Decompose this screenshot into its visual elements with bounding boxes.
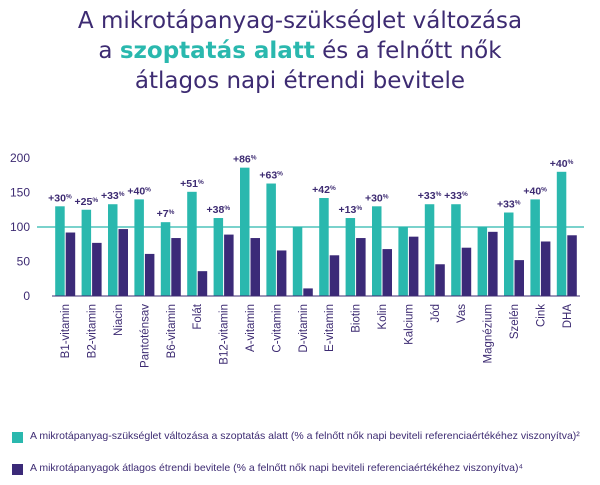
y-tick-label: 0 bbox=[23, 289, 30, 303]
category-label: DHA bbox=[562, 304, 574, 329]
bar-requirement bbox=[266, 183, 276, 296]
y-tick-label: 200 bbox=[10, 151, 30, 165]
increase-label: +25% bbox=[75, 196, 99, 208]
category-label: Magnézium bbox=[483, 304, 495, 363]
bar-requirement bbox=[504, 212, 514, 296]
bar-requirement bbox=[372, 206, 382, 296]
increase-label: +40% bbox=[127, 185, 151, 197]
bar-requirement bbox=[213, 218, 224, 296]
category-label: B6-vitamin bbox=[166, 304, 178, 358]
title-highlight: szoptatás alatt bbox=[119, 38, 315, 64]
bar-intake bbox=[356, 238, 366, 296]
legend-label-requirement: A mikrotápanyag-szükséglet változása a s… bbox=[30, 430, 580, 442]
bar-requirement bbox=[187, 191, 197, 296]
bar-intake bbox=[329, 255, 340, 296]
bar-intake bbox=[250, 238, 260, 296]
category-label: C-vitamin bbox=[271, 304, 283, 353]
title-line-2-pre: a bbox=[98, 38, 120, 64]
legend-swatch-teal bbox=[12, 432, 23, 443]
category-label: Szelén bbox=[509, 304, 521, 339]
increase-label: +7% bbox=[157, 208, 175, 220]
increase-label: +13% bbox=[339, 204, 363, 216]
bar-intake bbox=[65, 232, 76, 296]
increase-label: +30% bbox=[48, 192, 72, 204]
bar-requirement bbox=[345, 218, 356, 296]
bar-requirement bbox=[477, 227, 488, 296]
y-tick-label: 150 bbox=[10, 186, 30, 200]
bar-requirement bbox=[292, 227, 303, 296]
increase-label: +30% bbox=[365, 192, 389, 204]
bar-intake bbox=[567, 235, 577, 296]
bar-intake bbox=[488, 231, 498, 296]
category-label: Folát bbox=[192, 303, 204, 329]
y-tick-label: 50 bbox=[17, 255, 31, 269]
category-label: Vas bbox=[456, 304, 468, 323]
bar-intake bbox=[224, 234, 234, 296]
bar-intake bbox=[144, 253, 155, 296]
bar-chart: 0 50 100 150 200 +30% B1-vitamin +25% B2-vitamin… bbox=[10, 151, 584, 368]
legend-swatch-purple bbox=[12, 464, 23, 475]
increase-label: +33% bbox=[444, 190, 468, 202]
title-line-2: a szoptatás alatt és a felnőtt nők bbox=[0, 36, 600, 66]
bar-intake bbox=[435, 264, 445, 296]
increase-label: +33% bbox=[101, 190, 125, 202]
category-label: Kalcium bbox=[403, 304, 415, 345]
bar-intake bbox=[118, 229, 128, 296]
bar-intake bbox=[303, 288, 313, 296]
increase-label: +40% bbox=[523, 185, 547, 197]
bar-requirement bbox=[319, 198, 329, 296]
bar-intake bbox=[92, 242, 102, 296]
bar-requirement bbox=[556, 171, 567, 296]
category-label: B2-vitamin bbox=[87, 304, 99, 358]
bar-requirement bbox=[424, 204, 435, 296]
bar-intake bbox=[171, 238, 181, 296]
category-label: Jód bbox=[430, 304, 442, 323]
increase-label: +86% bbox=[233, 154, 257, 166]
increase-label: +63% bbox=[259, 170, 283, 182]
bar-requirement bbox=[240, 167, 250, 296]
increase-label: +33% bbox=[418, 190, 442, 202]
bar-requirement bbox=[160, 222, 171, 296]
bar-intake bbox=[461, 247, 472, 296]
increase-label: +42% bbox=[312, 184, 336, 196]
category-label: Niacin bbox=[113, 304, 125, 336]
bar-intake bbox=[197, 271, 208, 296]
legend-label-intake: A mikrotápanyagok átlagos étrendi bevite… bbox=[30, 462, 524, 474]
legend-entry-requirement: A mikrotápanyag-szükséglet változása a s… bbox=[12, 429, 597, 461]
increase-label: +38% bbox=[207, 204, 231, 216]
category-label: D-vitamin bbox=[298, 304, 310, 353]
bar-intake bbox=[408, 236, 419, 296]
title-line-1: A mikrotápanyag-szükséglet változása bbox=[77, 8, 523, 34]
bar-requirement bbox=[134, 199, 144, 296]
bar-requirement bbox=[530, 199, 540, 296]
bar-intake bbox=[276, 250, 287, 296]
category-label: B1-vitamin bbox=[60, 304, 72, 358]
chart-title: A mikrotápanyag-szükséglet változása a s… bbox=[0, 6, 600, 96]
bar-requirement bbox=[81, 209, 92, 296]
title-line-3: átlagos napi étrendi bevitele bbox=[134, 68, 466, 94]
bar-intake bbox=[540, 241, 551, 296]
bar-requirement bbox=[55, 206, 65, 296]
increase-label: +51% bbox=[180, 178, 204, 190]
category-label: Cink bbox=[535, 304, 547, 327]
title-line-2-post: és a felnőtt nők bbox=[314, 38, 502, 64]
category-label: E-vitamin bbox=[324, 304, 336, 352]
bar-requirement bbox=[108, 204, 118, 296]
bar-requirement bbox=[398, 227, 408, 296]
category-label: A-vitamin bbox=[245, 304, 257, 352]
bar-intake bbox=[382, 249, 392, 296]
y-tick-label: 100 bbox=[10, 220, 30, 234]
bar-intake bbox=[514, 260, 524, 296]
increase-label: +33% bbox=[497, 199, 521, 211]
category-label: B12-vitamin bbox=[219, 304, 231, 365]
category-label: Pantoténsav bbox=[139, 304, 151, 368]
increase-label: +40% bbox=[550, 158, 574, 170]
category-label: Kolin bbox=[377, 304, 389, 330]
legend-entry-intake: A mikrotápanyagok átlagos étrendi bevite… bbox=[12, 461, 597, 477]
bar-requirement bbox=[451, 204, 461, 296]
category-label: Biotin bbox=[351, 304, 363, 333]
